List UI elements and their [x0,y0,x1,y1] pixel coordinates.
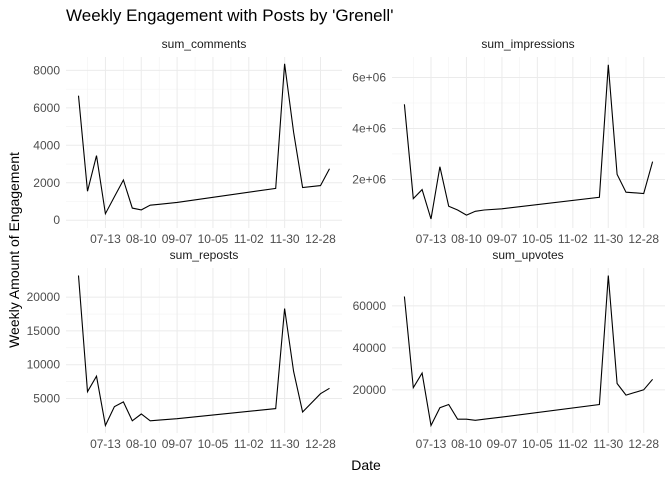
y-tick-label: 15000 [27,324,61,338]
x-tick-label: 07-13 [416,232,447,246]
y-tick-label: 5000 [33,391,60,405]
x-tick-label: 12-28 [628,437,659,451]
facet-title: sum_impressions [481,37,574,51]
x-tick-label: 12-28 [305,232,336,246]
x-tick-label: 07-13 [90,232,121,246]
x-tick-label: 11-02 [558,232,588,246]
x-tick-label: 07-13 [90,437,121,451]
y-tick-label: 6000 [33,101,60,115]
x-tick-label: 11-30 [593,437,623,451]
x-tick-label: 08-10 [451,437,482,451]
x-tick-label: 08-10 [126,437,157,451]
x-tick-label: 08-10 [451,232,482,246]
x-tick-label: 10-05 [198,437,229,451]
x-tick-label: 08-10 [126,232,157,246]
y-tick-label: 10000 [27,358,61,372]
x-tick-label: 09-07 [162,232,193,246]
x-tick-label: 11-02 [234,437,264,451]
facet-title: sum_comments [162,37,247,51]
series-line-sum_upvotes [403,275,654,428]
y-tick-label: 4000 [33,138,60,152]
x-axis-title: Date [351,457,381,473]
x-tick-label: 07-13 [416,437,447,451]
x-tick-label: 11-30 [270,232,300,246]
y-tick-label: 6e+06 [352,71,386,85]
y-tick-label: 40000 [353,341,387,355]
x-tick-label: 10-05 [522,437,553,451]
x-tick-label: 11-02 [234,232,264,246]
facet-title: sum_reposts [170,248,239,262]
x-tick-label: 12-28 [628,232,659,246]
y-tick-label: 0 [53,213,60,227]
x-tick-label: 09-07 [162,437,193,451]
y-tick-label: 20000 [353,383,387,397]
x-tick-label: 09-07 [487,437,518,451]
chart-title: Weekly Engagement with Posts by 'Grenell… [66,6,394,25]
x-tick-label: 11-30 [270,437,300,451]
x-tick-label: 11-30 [593,232,623,246]
y-tick-label: 60000 [353,299,387,313]
x-tick-label: 12-28 [305,437,336,451]
y-tick-label: 2e+06 [352,172,386,186]
y-tick-label: 8000 [33,63,60,77]
y-tick-label: 4e+06 [352,121,386,135]
series-line-sum_comments [77,63,330,216]
series-line-sum_impressions [403,64,654,220]
x-tick-label: 10-05 [198,232,229,246]
series-line-sum_reposts [77,275,330,428]
x-tick-label: 10-05 [522,232,553,246]
y-axis-title: Weekly Amount of Engagement [6,152,22,348]
y-tick-label: 20000 [27,290,61,304]
y-tick-label: 2000 [33,176,60,190]
x-tick-label: 11-02 [558,437,588,451]
facet-title: sum_upvotes [492,248,563,262]
x-tick-label: 09-07 [487,232,518,246]
